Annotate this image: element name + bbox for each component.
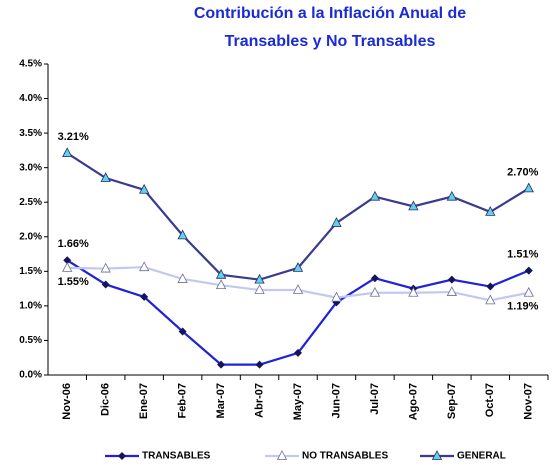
marker xyxy=(408,286,419,297)
y-tick-label: 1.0% xyxy=(19,301,42,312)
marker xyxy=(292,262,304,272)
x-tick-label: Nov-06 xyxy=(61,383,73,420)
marker xyxy=(255,360,264,369)
marker xyxy=(177,273,188,283)
marker xyxy=(370,274,379,283)
marker xyxy=(486,282,495,291)
marker xyxy=(217,360,226,369)
legend-label: TRANSABLES xyxy=(142,451,211,462)
data-label: 3.21% xyxy=(58,131,89,143)
marker xyxy=(138,183,150,194)
marker xyxy=(177,229,188,240)
data-label: 1.66% xyxy=(58,238,89,250)
x-tick-label: Ene-07 xyxy=(138,383,150,419)
marker xyxy=(408,200,419,211)
y-tick-label: 4.5% xyxy=(19,59,42,70)
y-tick-label: 3.5% xyxy=(19,128,42,139)
y-tick-label: 3.0% xyxy=(19,162,42,173)
marker xyxy=(62,262,73,272)
x-tick-label: Jul-07 xyxy=(369,383,381,415)
chart-title: Transables y No Transables xyxy=(225,33,436,50)
marker xyxy=(178,327,187,336)
marker xyxy=(63,256,72,265)
marker xyxy=(431,450,443,460)
chart-title: Contribución a la Inflación Anual de xyxy=(194,5,466,22)
marker xyxy=(369,286,381,297)
marker xyxy=(101,280,110,289)
marker xyxy=(100,172,111,182)
y-tick-label: 2.5% xyxy=(19,197,42,208)
marker xyxy=(447,275,456,284)
x-tick-label: Sep-07 xyxy=(446,383,458,419)
x-tick-label: Dic-06 xyxy=(100,383,112,416)
marker xyxy=(524,266,533,275)
y-tick-label: 2.0% xyxy=(19,231,42,242)
marker xyxy=(446,286,458,296)
marker xyxy=(140,292,149,301)
marker xyxy=(523,286,534,297)
marker xyxy=(215,268,227,279)
data-label: 1.51% xyxy=(507,249,538,261)
marker xyxy=(485,206,496,216)
y-tick-label: 4.0% xyxy=(19,93,42,104)
marker xyxy=(62,147,73,158)
x-tick-label: Oct-07 xyxy=(484,383,496,417)
x-tick-label: Jun-07 xyxy=(330,383,342,418)
marker xyxy=(485,294,496,305)
marker xyxy=(215,279,227,290)
legend-label: NO TRANSABLES xyxy=(302,451,388,462)
legend-label: GENERAL xyxy=(457,451,506,462)
marker xyxy=(294,348,302,357)
y-tick-label: 1.5% xyxy=(19,266,42,277)
marker xyxy=(292,284,304,294)
marker xyxy=(331,217,342,227)
y-tick-label: 0.0% xyxy=(19,370,42,381)
data-label: 2.70% xyxy=(507,166,538,178)
marker xyxy=(331,291,342,302)
series-line xyxy=(66,152,530,281)
y-tick-label: 0.5% xyxy=(19,335,42,346)
x-tick-label: Nov-07 xyxy=(523,383,535,420)
marker xyxy=(369,190,381,201)
marker xyxy=(254,273,265,284)
data-label: 1.19% xyxy=(507,301,538,313)
marker xyxy=(118,452,126,460)
x-tick-label: Feb-07 xyxy=(177,383,189,418)
marker xyxy=(276,450,288,460)
marker xyxy=(254,284,265,294)
marker xyxy=(523,182,534,193)
data-label: 1.55% xyxy=(58,276,89,288)
marker xyxy=(138,261,150,272)
x-tick-label: May-07 xyxy=(292,383,304,420)
x-tick-label: Mar-07 xyxy=(215,383,227,418)
marker xyxy=(100,262,111,273)
marker xyxy=(446,190,458,201)
x-tick-label: Ago-07 xyxy=(407,383,419,420)
x-tick-label: Abr-07 xyxy=(253,383,265,418)
